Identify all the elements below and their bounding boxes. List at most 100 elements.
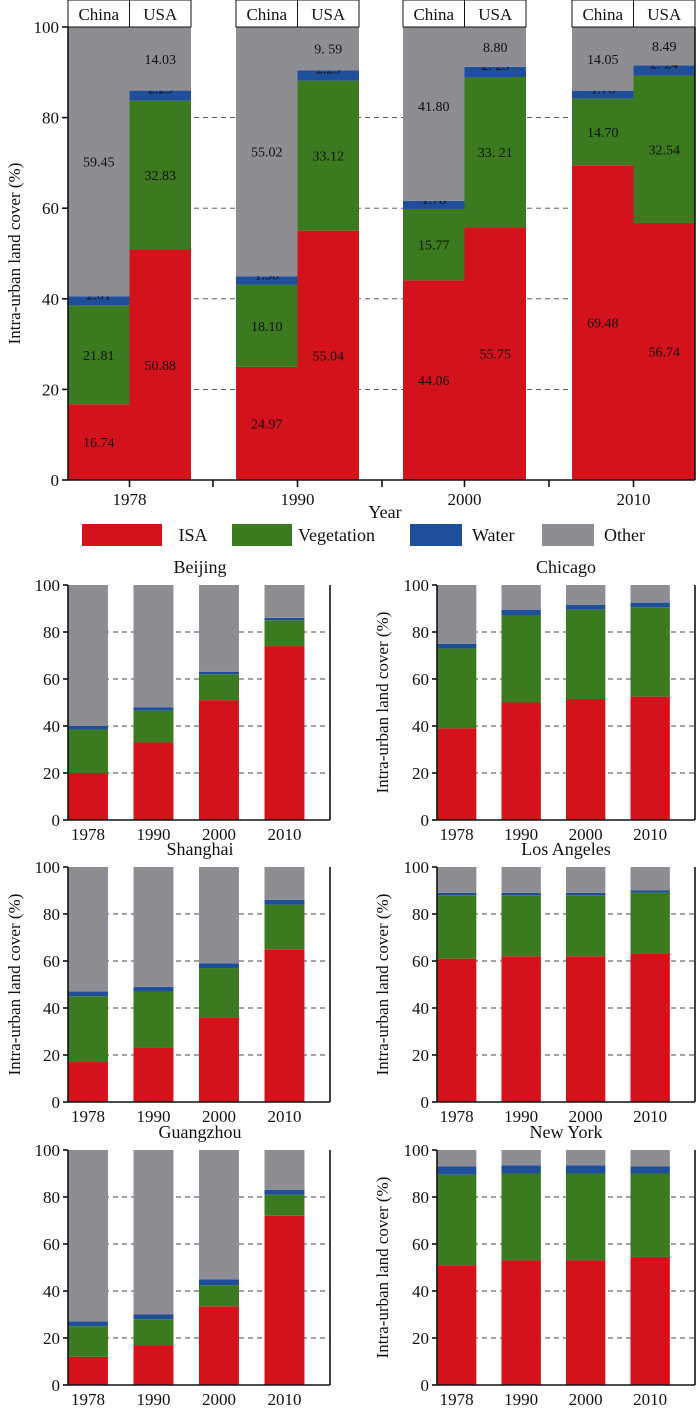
- main-bar-2000-china-vegetation: [403, 208, 465, 281]
- shanghai-y-tick-label-0: 0: [52, 1093, 61, 1112]
- new-york-y-tick-label-80: 80: [412, 1188, 429, 1207]
- main-value-label-1978-usa-isa: 50.88: [145, 359, 177, 374]
- beijing-x-tick-label-1990: 1990: [136, 825, 170, 844]
- main-bar-2010-china-water: [572, 90, 634, 99]
- main-value-label-1978-china-isa: 16.74: [83, 436, 115, 451]
- panel-new-york: 1978 1990 2000 2010 0 20 40 60 80 100 New York Intr…: [373, 1122, 696, 1408]
- beijing-bar-1990-isa: [133, 742, 174, 820]
- main-value-label-1990-usa-vegetation: 33.12: [313, 150, 345, 165]
- new-york-x-tick-label-1990: 1990: [504, 1390, 538, 1408]
- los-angeles-bar-2000-vegetation: [566, 895, 606, 957]
- main-value-label-2000-china-other: 41.80: [418, 100, 450, 115]
- chicago-bar-1990-water: [501, 609, 541, 616]
- chicago-title: Chicago: [536, 557, 596, 577]
- los-angeles-bar-1990-vegetation: [501, 895, 541, 957]
- panel-guangzhou: 1978 1990 2000 2010 0 20 40 60 80 100 Guangzhou: [35, 1122, 331, 1408]
- chicago-y-tick-label-60: 60: [412, 670, 429, 689]
- shanghai-title: Shanghai: [167, 839, 234, 859]
- beijing-y-tick-label-0: 0: [52, 811, 61, 830]
- main-bar-1978-china-water: [68, 296, 130, 306]
- main-x-tick-label-2010: 2010: [617, 490, 651, 509]
- panel-beijing: 1978 1990 2000 2010 0 20 40 60 80 100 Beijing: [35, 557, 331, 844]
- los-angeles-bar-1978-isa: [437, 958, 477, 1102]
- beijing-bar-2010-water: [264, 617, 305, 621]
- los-angeles-y-tick-label-40: 40: [412, 999, 429, 1018]
- chicago-y-tick-label-100: 100: [404, 576, 430, 595]
- shanghai-bar-1978-water: [68, 991, 108, 997]
- los-angeles-bar-1990-water: [501, 892, 541, 896]
- main-bar-2010-usa-vegetation: [633, 75, 695, 223]
- legend-label-other: Other: [604, 525, 645, 545]
- shanghai-bar-2010-water: [264, 899, 305, 905]
- main-bar-1978-usa-vegetation: [129, 100, 191, 250]
- guangzhou-bar-2000-isa: [199, 1306, 239, 1385]
- guangzhou-bar-1990-isa: [133, 1345, 174, 1385]
- panel-los-angeles: 1978 1990 2000 2010 0 20 40 60 80 100 Los Angeles I…: [373, 839, 696, 1126]
- main-bar-2000-china-other: [403, 11, 465, 201]
- new-york-bar-1978-other: [437, 1150, 477, 1167]
- main-value-label-1990-china-other: 55.02: [251, 146, 283, 161]
- main-value-label-2010-usa-isa: 56.74: [649, 345, 681, 360]
- beijing-bar-1990-other: [133, 585, 174, 708]
- new-york-y-tick-label-20: 20: [412, 1329, 429, 1348]
- chicago-y-tick-label-0: 0: [421, 811, 430, 830]
- main-group-header-1990-usa: USA: [311, 5, 346, 24]
- shanghai-bar-1978-isa: [68, 1062, 108, 1102]
- beijing-title: Beijing: [174, 557, 227, 577]
- beijing-x-tick-label-2010: 2010: [267, 825, 301, 844]
- main-bar-1990-usa-isa: [297, 230, 359, 480]
- chicago-bar-1990-isa: [501, 702, 541, 820]
- new-york-bar-1978-vegetation: [437, 1174, 477, 1266]
- los-angeles-bar-1978-other: [437, 867, 477, 893]
- chicago-bar-1990-other: [501, 585, 541, 610]
- shanghai-y-tick-label-20: 20: [43, 1046, 60, 1065]
- guangzhou-bar-2000-other: [199, 1150, 239, 1280]
- guangzhou-bar-1990-water: [133, 1314, 174, 1320]
- beijing-bar-1990-vegetation: [133, 710, 174, 743]
- beijing-bar-2000-isa: [199, 700, 239, 820]
- new-york-bar-2010-water: [630, 1166, 670, 1174]
- main-group-header-2010-usa: USA: [647, 5, 682, 24]
- main-group-header-box-1990-usa: [297, 0, 360, 28]
- new-york-x-tick-label-2000: 2000: [569, 1390, 603, 1408]
- chicago-bar-2010-vegetation: [630, 607, 670, 697]
- los-angeles-bar-2000-isa: [566, 956, 606, 1102]
- panel-shanghai: 1978 1990 2000 2010 0 20 40 60 80 100 Shanghai Intr…: [5, 839, 331, 1126]
- main-group-header-box-1978-china: [67, 0, 130, 28]
- legend-label-vegetation: Vegetation: [298, 525, 375, 545]
- main-x-axis-label: Year: [368, 502, 401, 522]
- chicago-x-tick-label-2010: 2010: [633, 825, 667, 844]
- guangzhou-bar-2010-isa: [264, 1215, 305, 1385]
- chicago-bar-2010-isa: [630, 696, 670, 820]
- los-angeles-y-tick-label-60: 60: [412, 952, 429, 971]
- guangzhou-y-tick-label-20: 20: [43, 1329, 60, 1348]
- shanghai-bar-1978-vegetation: [68, 996, 108, 1063]
- los-angeles-bar-2010-other: [630, 867, 670, 891]
- new-york-bar-1990-isa: [501, 1260, 541, 1385]
- main-bar-2010-usa-other: [633, 26, 695, 66]
- main-group-header-1990-china: China: [246, 5, 287, 24]
- guangzhou-bar-2000-vegetation: [199, 1285, 239, 1307]
- chicago-bar-2010-other: [630, 585, 670, 603]
- main-value-label-1978-china-vegetation: 21.81: [83, 349, 115, 364]
- los-angeles-bar-2000-water: [566, 892, 606, 896]
- chicago-bar-2000-water: [566, 604, 606, 610]
- beijing-bar-1978-other: [68, 585, 108, 726]
- new-york-bar-2010-other: [630, 1150, 670, 1167]
- beijing-y-tick-label-20: 20: [43, 764, 60, 783]
- chicago-x-tick-label-1990: 1990: [504, 825, 538, 844]
- guangzhou-bar-2000-water: [199, 1279, 239, 1286]
- main-bar-1990-usa-vegetation: [297, 80, 359, 231]
- los-angeles-y-axis-label: Intra-urban land cover (%): [373, 894, 392, 1076]
- beijing-bar-2010-vegetation: [264, 620, 305, 647]
- new-york-bar-2010-isa: [630, 1256, 670, 1385]
- shanghai-x-tick-label-1990: 1990: [136, 1107, 170, 1126]
- new-york-y-axis-label: Intra-urban land cover (%): [373, 1177, 392, 1359]
- guangzhou-bar-1978-other: [68, 1150, 108, 1322]
- legend-swatch-water: [410, 524, 462, 546]
- main-value-label-2000-usa-vegetation: 33. 21: [478, 146, 513, 161]
- guangzhou-bar-1990-other: [133, 1150, 174, 1315]
- main-group-header-2000-usa: USA: [478, 5, 513, 24]
- guangzhou-bar-1978-water: [68, 1321, 108, 1327]
- main-bar-1978-china-isa: [68, 404, 130, 480]
